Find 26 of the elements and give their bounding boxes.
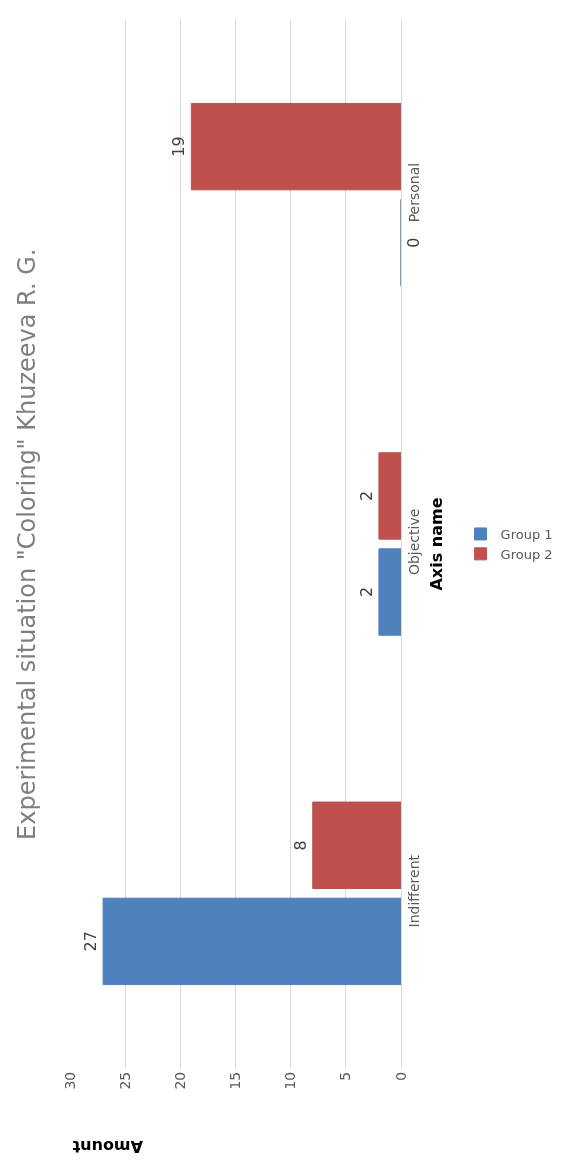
- text: Experimental situation "Coloring" Khuzeeva R. G.: [12, 248, 41, 840]
- bar: [378, 452, 401, 540]
- legend-label: Group 2: [500, 546, 553, 562]
- data-label: 19: [169, 136, 189, 157]
- y-tick-label: Personal: [405, 162, 422, 223]
- data-label: 2: [356, 490, 376, 502]
- y-tick-label: Indifferent: [405, 854, 422, 928]
- y-axis-title: Axis name: [427, 497, 447, 591]
- bar: [378, 548, 401, 636]
- x-tick-label: 5: [337, 1071, 354, 1081]
- y-tick-label: Objective: [405, 508, 422, 576]
- data-label: 27: [81, 931, 101, 952]
- x-tick-label: 25: [116, 1071, 133, 1090]
- x-axis-title: Amount: [72, 1137, 143, 1157]
- x-tick-label: 10: [282, 1071, 299, 1090]
- bar: [312, 801, 401, 890]
- data-label: 2: [356, 586, 376, 598]
- bar: [102, 897, 401, 986]
- legend-label: Group 1: [500, 527, 553, 543]
- bar: [190, 102, 401, 191]
- data-label: 8: [290, 840, 310, 851]
- x-tick-label: 20: [171, 1071, 188, 1090]
- x-tick-label: 15: [227, 1071, 244, 1090]
- x-tick-label: 0: [392, 1071, 409, 1081]
- x-tick-label: 30: [61, 1071, 78, 1090]
- data-label: 0: [404, 237, 423, 248]
